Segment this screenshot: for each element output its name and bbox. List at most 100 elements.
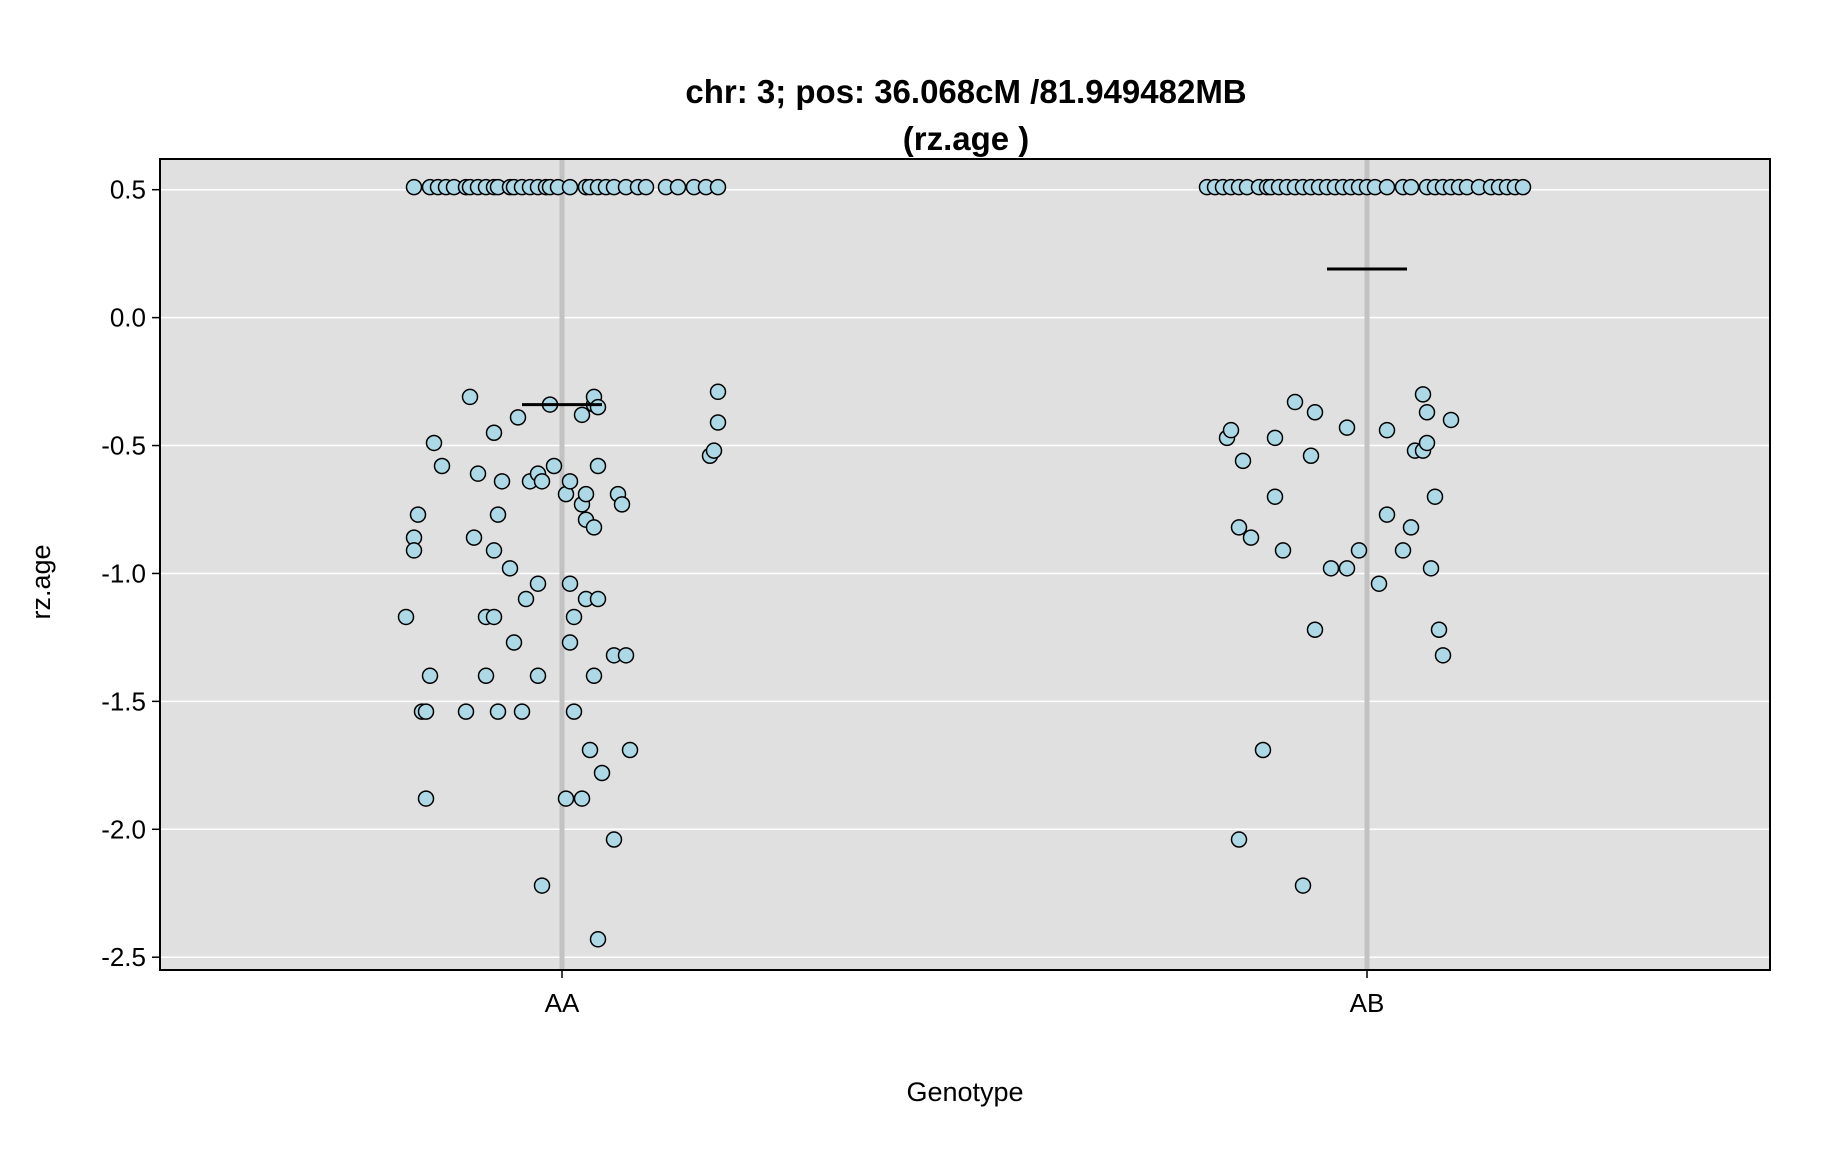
data-point [561, 178, 579, 196]
data-point [461, 388, 479, 406]
data-point [561, 634, 579, 651]
y-tick-label: 0.5 [110, 175, 146, 205]
data-point [709, 414, 727, 431]
x-axis-title: Genotype [906, 1077, 1023, 1107]
data-point [529, 667, 547, 685]
data-point [561, 575, 579, 592]
data-point [493, 473, 511, 490]
data-point [465, 529, 483, 546]
y-tick-label: -0.5 [101, 431, 146, 461]
data-point [1418, 404, 1436, 421]
x-tick-label-aa: AA [545, 988, 580, 1018]
data-point [557, 790, 575, 807]
data-point [637, 178, 655, 196]
data-point [533, 877, 551, 894]
chart-title-line2: (rz.age ) [903, 120, 1030, 157]
plot-border [159, 158, 1771, 971]
data-point [1322, 560, 1340, 577]
data-point [705, 442, 723, 459]
data-point [573, 790, 591, 807]
data-point [529, 575, 547, 592]
data-point [589, 931, 607, 948]
data-point [709, 383, 727, 401]
data-point [1394, 542, 1412, 559]
data-point [397, 608, 415, 626]
data-point [433, 457, 451, 475]
data-point [1230, 831, 1248, 848]
data-point [517, 590, 535, 608]
category-lines [559, 159, 1370, 970]
data-point [1306, 404, 1324, 421]
data-point [457, 703, 475, 720]
data-point [573, 406, 591, 424]
data-point [1378, 506, 1396, 523]
data-point [501, 560, 519, 577]
data-point [1426, 488, 1444, 505]
data-point [1306, 621, 1324, 638]
data-point [1302, 447, 1320, 465]
data-point [509, 409, 527, 426]
data-point [709, 178, 727, 196]
data-point [405, 542, 423, 559]
data-point [1254, 741, 1272, 759]
data-point [1338, 560, 1356, 577]
data-point [485, 542, 503, 559]
plot-panel [160, 159, 1770, 970]
data-point [1430, 621, 1448, 638]
data-point [485, 424, 503, 441]
data-point [425, 434, 443, 452]
data-points [397, 178, 1532, 948]
data-point [417, 703, 435, 720]
data-point [1222, 421, 1240, 439]
data-point [1370, 575, 1388, 592]
data-point [581, 741, 599, 759]
data-point [1402, 178, 1420, 196]
y-tick-label: -1.5 [101, 686, 146, 716]
data-point [421, 667, 439, 685]
data-point [593, 764, 611, 782]
data-point [1350, 542, 1368, 559]
x-tick-label-ab: AB [1350, 988, 1385, 1018]
data-point [617, 647, 635, 664]
data-point [589, 457, 607, 475]
y-tick-label: -2.5 [101, 942, 146, 972]
data-point [1266, 429, 1284, 447]
data-point [545, 457, 563, 475]
data-point [1442, 411, 1460, 429]
data-point [565, 703, 583, 720]
data-point [1274, 542, 1292, 559]
data-point [405, 178, 423, 196]
y-axis-ticks: 0.5 0.0 -0.5 -1.0 -1.5 -2.0 -2.5 [101, 175, 160, 972]
data-point [1422, 560, 1440, 577]
data-point [669, 178, 687, 196]
x-axis-ticks: AA AB [545, 970, 1385, 1018]
data-point [409, 506, 427, 523]
data-point [505, 634, 523, 651]
data-point [585, 519, 603, 536]
data-point [1402, 519, 1420, 536]
data-point [1378, 421, 1396, 439]
y-tick-label: 0.0 [110, 303, 146, 333]
data-point [469, 465, 487, 482]
data-point [577, 485, 595, 503]
data-point [1514, 178, 1532, 196]
data-point [477, 667, 495, 685]
data-point [489, 506, 507, 523]
data-point [1418, 434, 1436, 452]
data-point [1338, 419, 1356, 436]
data-point [613, 496, 631, 513]
data-point [533, 473, 551, 490]
data-point [1294, 877, 1312, 894]
data-point [489, 703, 507, 720]
data-point [1414, 386, 1432, 403]
data-point [1242, 529, 1260, 546]
data-point [1234, 452, 1252, 470]
data-point [561, 473, 579, 490]
data-point [1434, 647, 1452, 664]
data-point [1266, 488, 1284, 505]
y-axis-title: rz.age [26, 544, 56, 619]
chart-title-line1: chr: 3; pos: 36.068cM /81.949482MB [685, 73, 1246, 110]
data-point [417, 790, 435, 807]
data-point [513, 703, 531, 720]
